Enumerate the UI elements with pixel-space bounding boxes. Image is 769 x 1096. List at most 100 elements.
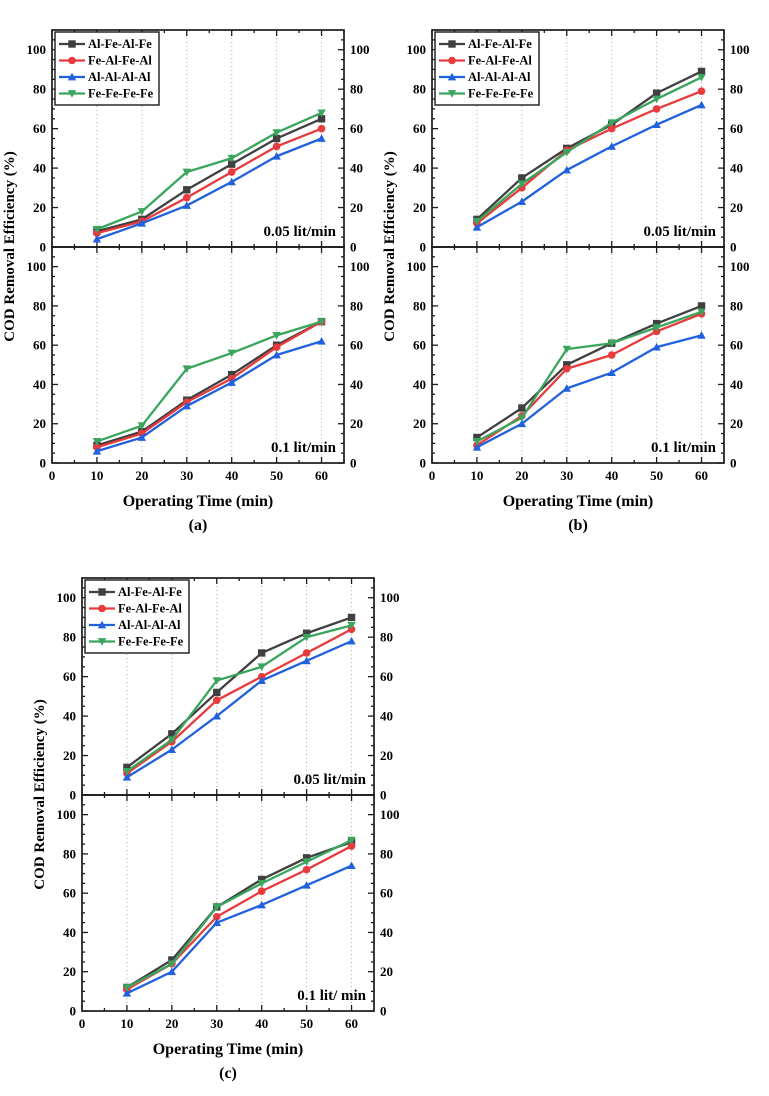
series-marker-Fe-Al-Fe-Al bbox=[697, 87, 706, 95]
y-tick-label: 0 bbox=[70, 788, 77, 803]
series-marker-Fe-Fe-Fe-Fe bbox=[182, 365, 191, 373]
panel-annotation: 0.1 lit/ min bbox=[297, 988, 366, 1004]
series-marker-Al-Al-Al-Al bbox=[517, 419, 527, 428]
y-tick-label: 40 bbox=[413, 161, 426, 176]
y-tick-label-right: 60 bbox=[380, 669, 393, 684]
series-marker-Fe-Fe-Fe-Fe bbox=[92, 225, 102, 234]
y-tick-label: 20 bbox=[413, 416, 426, 431]
y-tick-label-right: 20 bbox=[380, 964, 393, 979]
x-tick-label: 10 bbox=[90, 468, 103, 483]
series-marker-Al-Fe-Al-Fe bbox=[518, 404, 526, 412]
y-tick-label: 0 bbox=[420, 240, 427, 255]
y-tick-label-right: 60 bbox=[730, 121, 743, 136]
legend-marker-Fe-Al-Fe-Al bbox=[448, 56, 456, 65]
series-marker-Al-Al-Al-Al bbox=[122, 773, 132, 781]
y-tick-label-right: 40 bbox=[730, 161, 743, 176]
series-marker-Fe-Fe-Fe-Fe bbox=[137, 208, 147, 216]
y-tick-label-right: 60 bbox=[730, 338, 743, 353]
legend-label: Fe-Fe-Fe-Fe bbox=[118, 635, 184, 649]
series-marker-Fe-Fe-Fe-Fe bbox=[212, 677, 221, 685]
series-marker-Al-Al-Al-Al bbox=[272, 152, 281, 160]
series-marker-Fe-Al-Fe-Al bbox=[182, 193, 191, 202]
legend-marker-Fe-Fe-Fe-Fe bbox=[67, 90, 77, 98]
y-tick-label-right: 100 bbox=[350, 42, 370, 57]
series-marker-Fe-Fe-Fe-Fe bbox=[517, 180, 527, 189]
series-marker-Al-Al-Al-Al bbox=[347, 861, 356, 870]
series-marker-Al-Al-Al-Al bbox=[167, 745, 177, 753]
series-marker-Al-Al-Al-Al bbox=[302, 656, 311, 665]
series-marker-Fe-Fe-Fe-Fe bbox=[122, 984, 132, 992]
y-tick-label: 40 bbox=[63, 925, 76, 940]
series-marker-Fe-Fe-Fe-Fe bbox=[562, 148, 571, 157]
series-marker-Fe-Fe-Fe-Fe bbox=[317, 318, 326, 326]
series-marker-Al-Fe-Al-Fe bbox=[168, 956, 176, 964]
y-tick-label: 60 bbox=[413, 338, 426, 353]
series-marker-Al-Fe-Al-Fe bbox=[347, 613, 356, 622]
y-tick-label: 80 bbox=[63, 630, 76, 645]
series-marker-Al-Fe-Al-Fe bbox=[183, 186, 191, 194]
series-marker-Fe-Fe-Fe-Fe bbox=[302, 633, 311, 642]
legend-marker-Al-Al-Al-Al bbox=[97, 620, 107, 629]
y-tick-label-right: 60 bbox=[380, 886, 393, 901]
series-marker-Al-Fe-Al-Fe bbox=[257, 875, 266, 884]
x-tick-label: 10 bbox=[470, 468, 483, 483]
x-axis-label: Operating Time (min) bbox=[503, 493, 654, 510]
y-tick-label-right: 40 bbox=[380, 925, 393, 940]
series-marker-Fe-Al-Fe-Al bbox=[272, 142, 281, 151]
x-tick-label: 30 bbox=[180, 468, 193, 483]
legend-label: Fe-Fe-Fe-Fe bbox=[468, 87, 534, 101]
y-tick-label-right: 80 bbox=[380, 630, 393, 645]
x-tick-label: 0 bbox=[79, 1016, 86, 1031]
series-marker-Al-Fe-Al-Fe bbox=[272, 134, 281, 143]
y-tick-label: 40 bbox=[63, 709, 76, 724]
series-marker-Al-Fe-Al-Fe bbox=[652, 89, 661, 97]
series-marker-Al-Al-Al-Al bbox=[302, 881, 311, 889]
series-line-Al-Al-Al-Al bbox=[126, 640, 353, 779]
y-tick-label: 80 bbox=[63, 846, 76, 861]
series-line-Al-Fe-Al-Fe bbox=[96, 320, 323, 447]
x-tick-label: 30 bbox=[560, 468, 573, 483]
series-marker-Al-Fe-Al-Fe bbox=[302, 854, 311, 862]
series-marker-Al-Fe-Al-Fe bbox=[168, 730, 176, 738]
x-axis-label: Operating Time (min) bbox=[153, 1041, 304, 1058]
y-tick-label: 0 bbox=[420, 456, 427, 471]
x-tick-label: 20 bbox=[135, 468, 148, 483]
series-marker-Al-Al-Al-Al bbox=[652, 342, 661, 351]
series-line-Fe-Fe-Fe-Fe bbox=[96, 111, 323, 231]
legend-marker-Al-Al-Al-Al bbox=[67, 72, 77, 81]
series-marker-Al-Al-Al-Al bbox=[697, 100, 706, 109]
chart-c: 0 0 20 20 40 40 60 60 80 80 100 100 0 0 20 20 40 40 60 60 80… bbox=[30, 552, 410, 1096]
series-marker-Fe-Al-Fe-Al bbox=[652, 105, 661, 113]
series-marker-Al-Al-Al-Al bbox=[562, 384, 571, 392]
y-axis-label: COD Removal Efficiency (%) bbox=[382, 151, 398, 341]
series-marker-Al-Al-Al-Al bbox=[182, 401, 191, 410]
charts-row-bottom: 0 0 20 20 40 40 60 60 80 80 100 100 0 0 20 20 40 40 60 60 80… bbox=[30, 552, 769, 1096]
x-tick-label: 30 bbox=[210, 1016, 223, 1031]
series-marker-Fe-Fe-Fe-Fe bbox=[697, 308, 706, 316]
x-tick-label: 0 bbox=[429, 468, 436, 483]
series-marker-Al-Al-Al-Al bbox=[697, 331, 706, 339]
y-tick-label-right: 100 bbox=[350, 259, 370, 274]
y-tick-label: 100 bbox=[27, 42, 47, 57]
y-tick-label: 100 bbox=[57, 590, 77, 605]
y-tick-label-right: 40 bbox=[380, 709, 393, 724]
y-tick-label: 0 bbox=[40, 456, 47, 471]
series-marker-Fe-Al-Fe-Al bbox=[607, 351, 616, 359]
y-tick-label-right: 40 bbox=[730, 377, 743, 392]
series-marker-Fe-Fe-Fe-Fe bbox=[257, 663, 266, 671]
series-marker-Al-Al-Al-Al bbox=[182, 201, 191, 209]
series-line-Al-Fe-Al-Fe bbox=[126, 841, 352, 989]
series-marker-Fe-Fe-Fe-Fe bbox=[472, 438, 482, 446]
legend-marker-Fe-Fe-Fe-Fe bbox=[447, 90, 457, 98]
y-tick-label: 20 bbox=[413, 200, 426, 215]
legend-label: Al-Al-Al-Al bbox=[118, 618, 181, 632]
series-marker-Al-Fe-Al-Fe bbox=[227, 160, 236, 168]
legend-label: Fe-Al-Fe-Al bbox=[468, 54, 532, 68]
y-tick-label-right: 80 bbox=[730, 82, 743, 97]
series-marker-Al-Al-Al-Al bbox=[137, 433, 147, 441]
y-tick-label: 20 bbox=[33, 416, 46, 431]
legend-label: Al-Fe-Al-Fe bbox=[468, 37, 532, 51]
x-tick-label: 10 bbox=[120, 1016, 133, 1031]
series-marker-Fe-Fe-Fe-Fe bbox=[517, 414, 527, 423]
